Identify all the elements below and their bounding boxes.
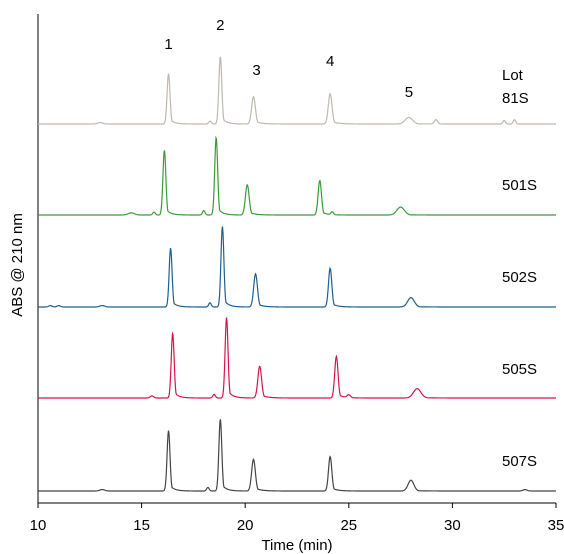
trace-507s — [38, 419, 556, 492]
x-axis-label: Time (min) — [261, 537, 332, 554]
peak-label-5: 5 — [405, 84, 413, 101]
chromatogram-traces — [38, 56, 556, 492]
trace-label-505s-line-1: 505S — [502, 361, 537, 378]
trace-label-501s-line-1: 501S — [502, 177, 537, 194]
trace-label-502s-line-1: 502S — [502, 269, 537, 286]
x-axis-ticks: 10 15 20 25 30 35 — [30, 503, 564, 534]
trace-502s — [38, 226, 556, 308]
trace-lot-81s — [38, 56, 556, 125]
peak-label-2: 2 — [216, 17, 224, 34]
x-tick-label-35: 35 — [548, 517, 564, 534]
peak-labels: 1 2 3 4 5 — [164, 17, 413, 101]
trace-labels: Lot 81S 501S 502S 505S 507S — [502, 67, 537, 470]
axes — [37, 14, 556, 504]
trace-label-507s-line-1: 507S — [502, 453, 537, 470]
trace-505s — [38, 317, 556, 399]
x-tick-label-20: 20 — [237, 517, 254, 534]
trace-label-lot-81s-line-1: Lot — [502, 67, 524, 84]
peak-label-3: 3 — [252, 62, 260, 79]
x-tick-label-25: 25 — [340, 517, 357, 534]
x-tick-label-30: 30 — [444, 517, 461, 534]
peak-label-4: 4 — [326, 53, 334, 70]
trace-501s — [38, 135, 556, 216]
x-tick-label-15: 15 — [133, 517, 150, 534]
y-axis-label: ABS @ 210 nm — [9, 213, 26, 317]
x-tick-label-10: 10 — [30, 517, 47, 534]
trace-label-lot-81s-line-2: 81S — [502, 90, 529, 107]
peak-label-1: 1 — [164, 36, 172, 53]
